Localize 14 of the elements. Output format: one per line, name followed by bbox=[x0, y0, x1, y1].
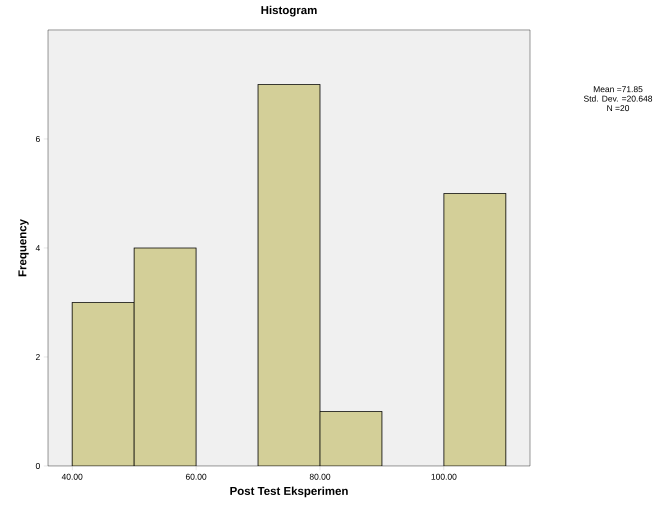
y-tick-label: 4 bbox=[36, 245, 40, 251]
x-tick-label: 100.00 bbox=[432, 474, 456, 480]
text: Mean =71.85 bbox=[594, 86, 642, 92]
chart-title: Histogram bbox=[261, 6, 317, 16]
y-axis-title: Frequency bbox=[18, 219, 29, 276]
text: Std. Dev. =20.648 bbox=[584, 95, 652, 102]
x-tick-label: 40.00 bbox=[62, 474, 82, 480]
y-tick-label: 0 bbox=[36, 462, 40, 469]
text: N =20 bbox=[607, 105, 630, 112]
x-tick-label: 60.00 bbox=[186, 474, 206, 480]
x-tick-label: 80.00 bbox=[310, 474, 330, 480]
y-tick-label: 2 bbox=[36, 354, 40, 360]
x-axis-title: Post Test Eksperimen bbox=[230, 486, 348, 498]
y-tick-label: 6 bbox=[36, 136, 40, 142]
